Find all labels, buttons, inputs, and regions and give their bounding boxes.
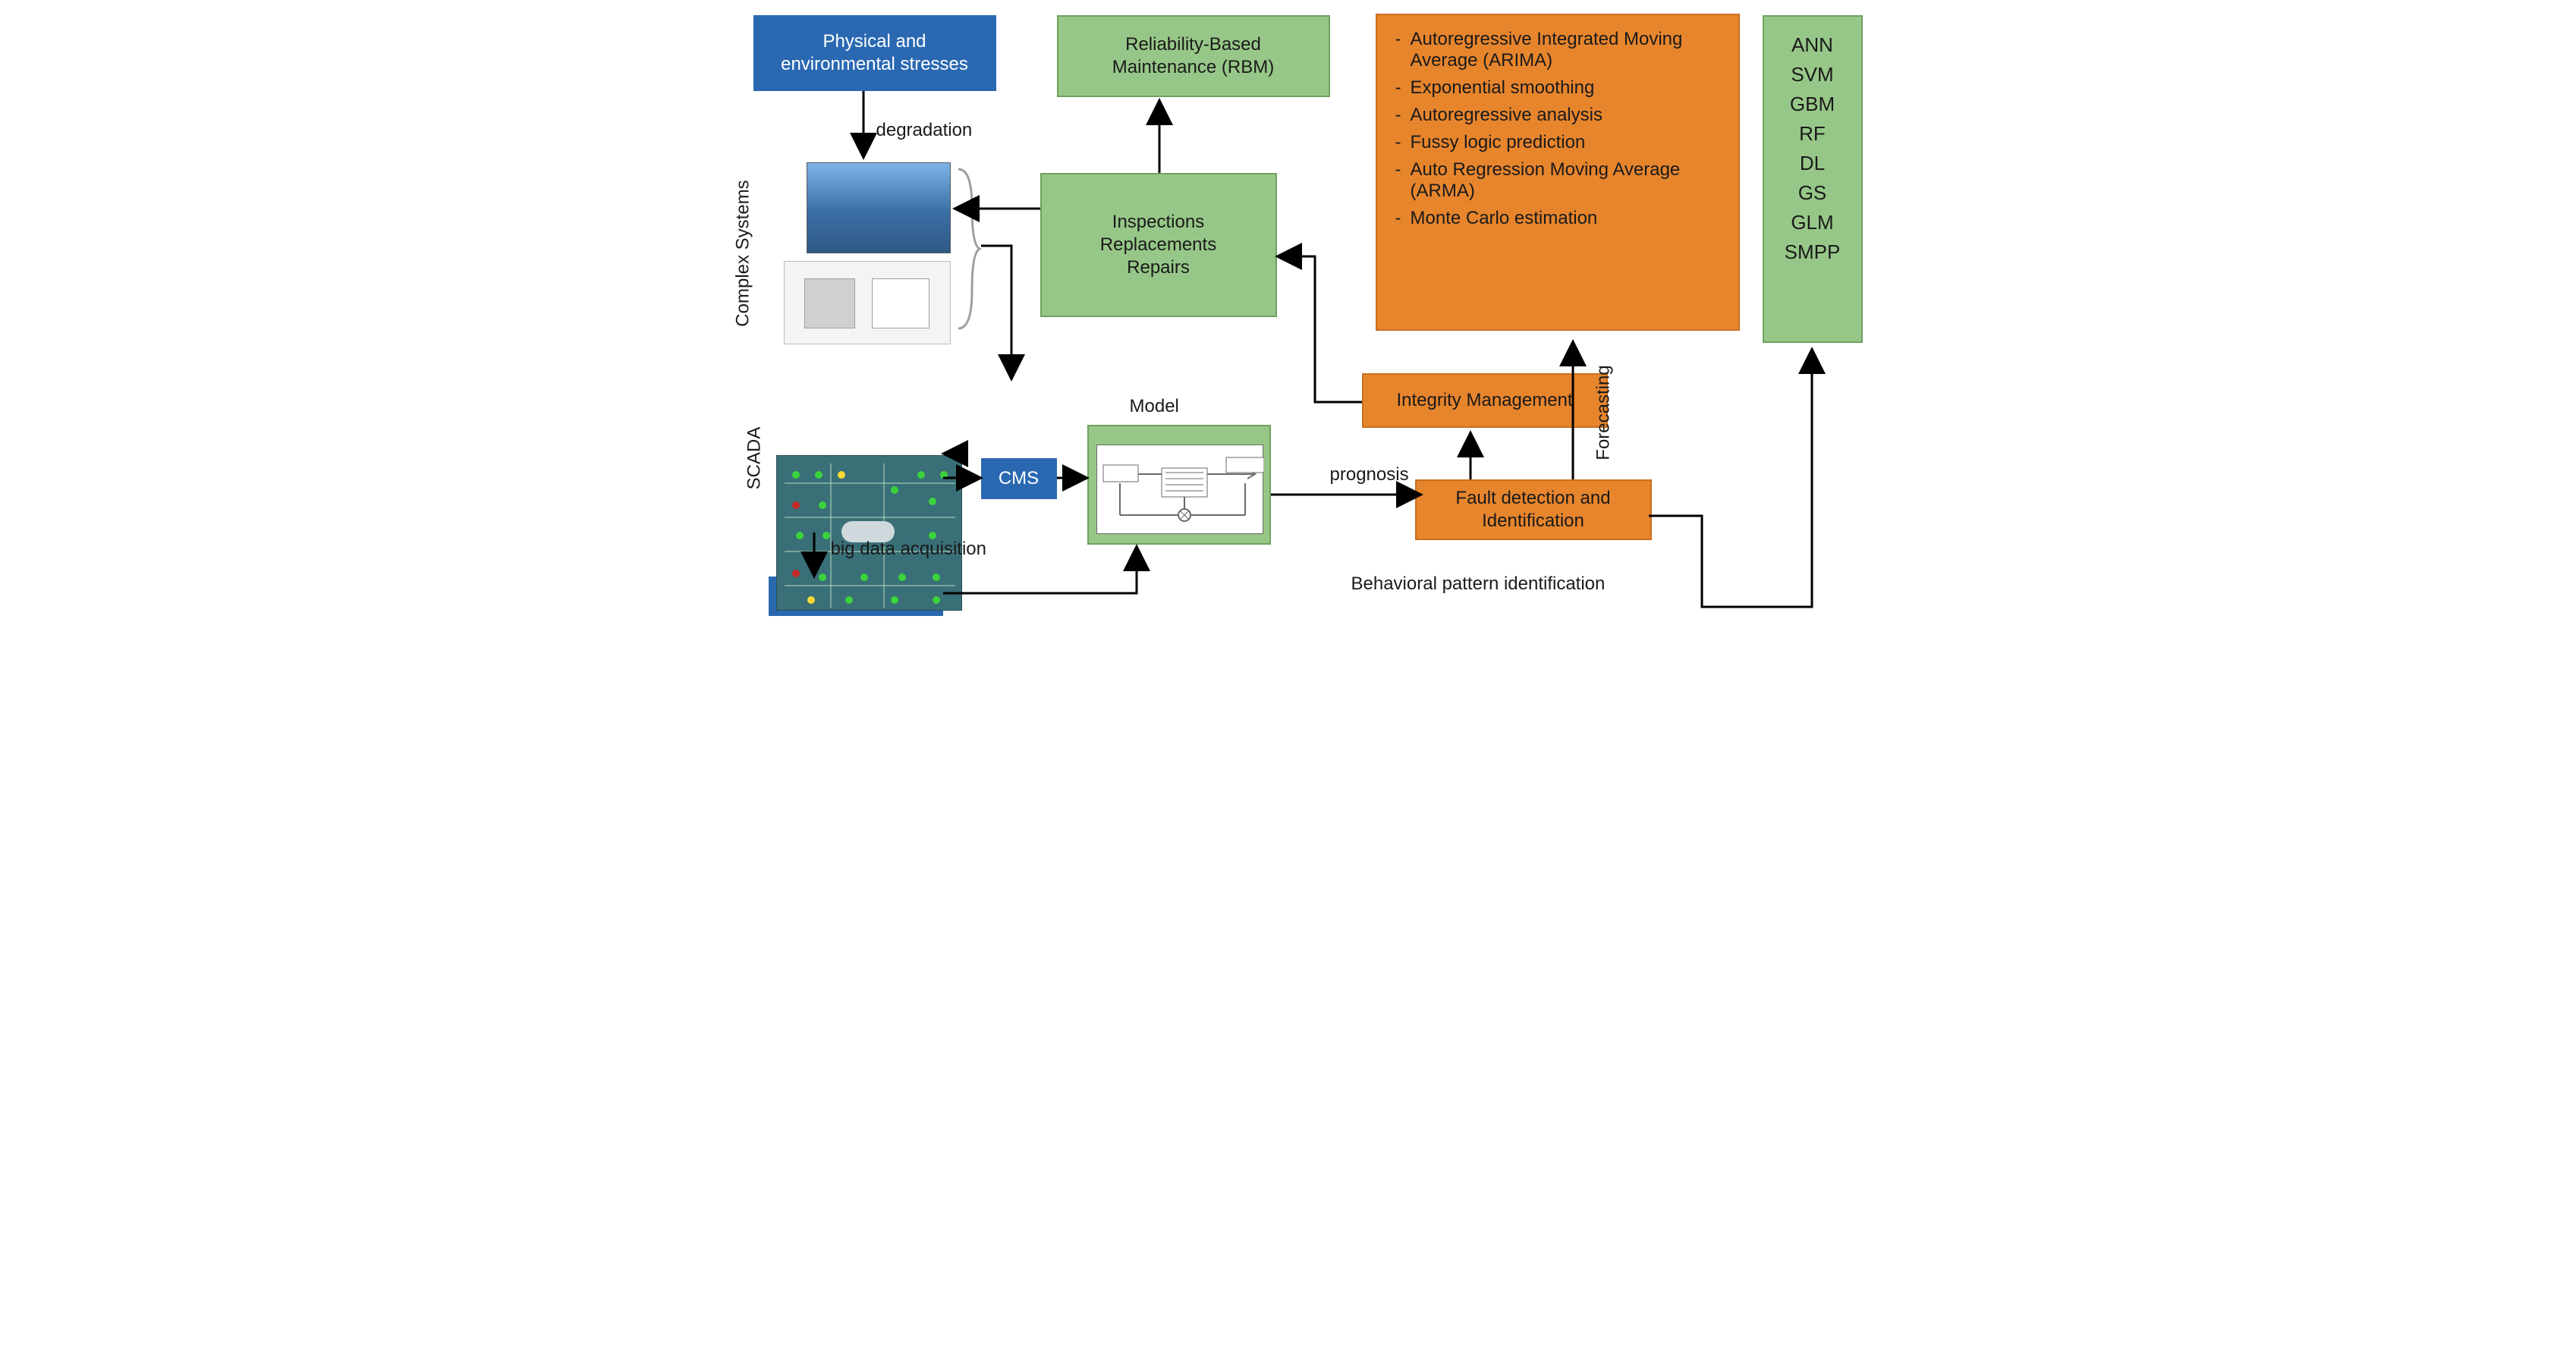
ml-method-ann: ANN — [1767, 33, 1858, 57]
ml-method-glm: GLM — [1767, 211, 1858, 234]
prognosis-label: prognosis — [1330, 464, 1409, 485]
forecast-bullet-3: Fussy logic prediction — [1392, 132, 1723, 153]
physical-stress-box: Physical andenvironmental stresses — [753, 15, 996, 91]
model-label: Model — [1130, 396, 1179, 417]
curly-brace-icon — [951, 165, 981, 332]
ml-method-gs: GS — [1767, 181, 1858, 205]
inspections-text: InspectionsReplacementsRepairs — [1100, 211, 1216, 279]
forecast-bullet-0: Autoregressive Integrated Moving Average… — [1392, 29, 1723, 71]
ml-method-gbm: GBM — [1767, 93, 1858, 116]
forecasting-label: Forecasting — [1593, 365, 1614, 460]
degradation-label: degradation — [876, 120, 973, 141]
ml-method-rf: RF — [1767, 122, 1858, 146]
cms-box: CMS — [981, 458, 1057, 499]
scada-label: SCADA — [744, 427, 765, 490]
fault-detection-box: Fault detection andIdentification — [1415, 479, 1652, 540]
model-output-label: output — [1229, 457, 1259, 471]
physical-stress-text: Physical andenvironmental stresses — [781, 30, 968, 76]
complex-systems-label: Complex Systems — [732, 180, 753, 326]
integrity-text: Integrity Management — [1396, 389, 1572, 412]
model-input-label: input — [1108, 465, 1131, 479]
ml-method-smpp: SMPP — [1767, 240, 1858, 264]
inspections-box: InspectionsReplacementsRepairs — [1040, 173, 1277, 317]
ml-methods-box: ANN SVM GBM RF DL GS GLM SMPP — [1763, 15, 1863, 343]
forecasting-methods-box: Autoregressive Integrated Moving Average… — [1376, 14, 1740, 331]
diagram-stage: Physical andenvironmental stresses CMS D… — [708, 0, 1869, 622]
fault-text: Fault detection andIdentification — [1455, 487, 1610, 533]
model-box: input output — [1087, 425, 1271, 545]
forecast-bullet-4: Auto Regression Moving Average (ARMA) — [1392, 159, 1723, 202]
bigdata-label: big data acquisition — [831, 539, 986, 560]
cms-text: CMS — [999, 467, 1039, 490]
rbm-box: Reliability-BasedMaintenance (RBM) — [1057, 15, 1330, 97]
behavioral-label: Behavioral pattern identification — [1351, 573, 1606, 595]
refinery-photo — [807, 162, 951, 253]
plc-device-photo — [784, 261, 951, 344]
ml-method-dl: DL — [1767, 152, 1858, 175]
forecast-bullet-2: Autoregressive analysis — [1392, 105, 1723, 126]
ml-method-svm: SVM — [1767, 63, 1858, 86]
rbm-text: Reliability-BasedMaintenance (RBM) — [1112, 33, 1274, 79]
integrity-management-box: Integrity Management — [1362, 373, 1608, 428]
scada-screenshot — [776, 455, 962, 611]
forecast-bullet-5: Monte Carlo estimation — [1392, 208, 1723, 229]
model-schematic: input output — [1096, 445, 1263, 534]
forecast-bullet-1: Exponential smoothing — [1392, 77, 1723, 99]
